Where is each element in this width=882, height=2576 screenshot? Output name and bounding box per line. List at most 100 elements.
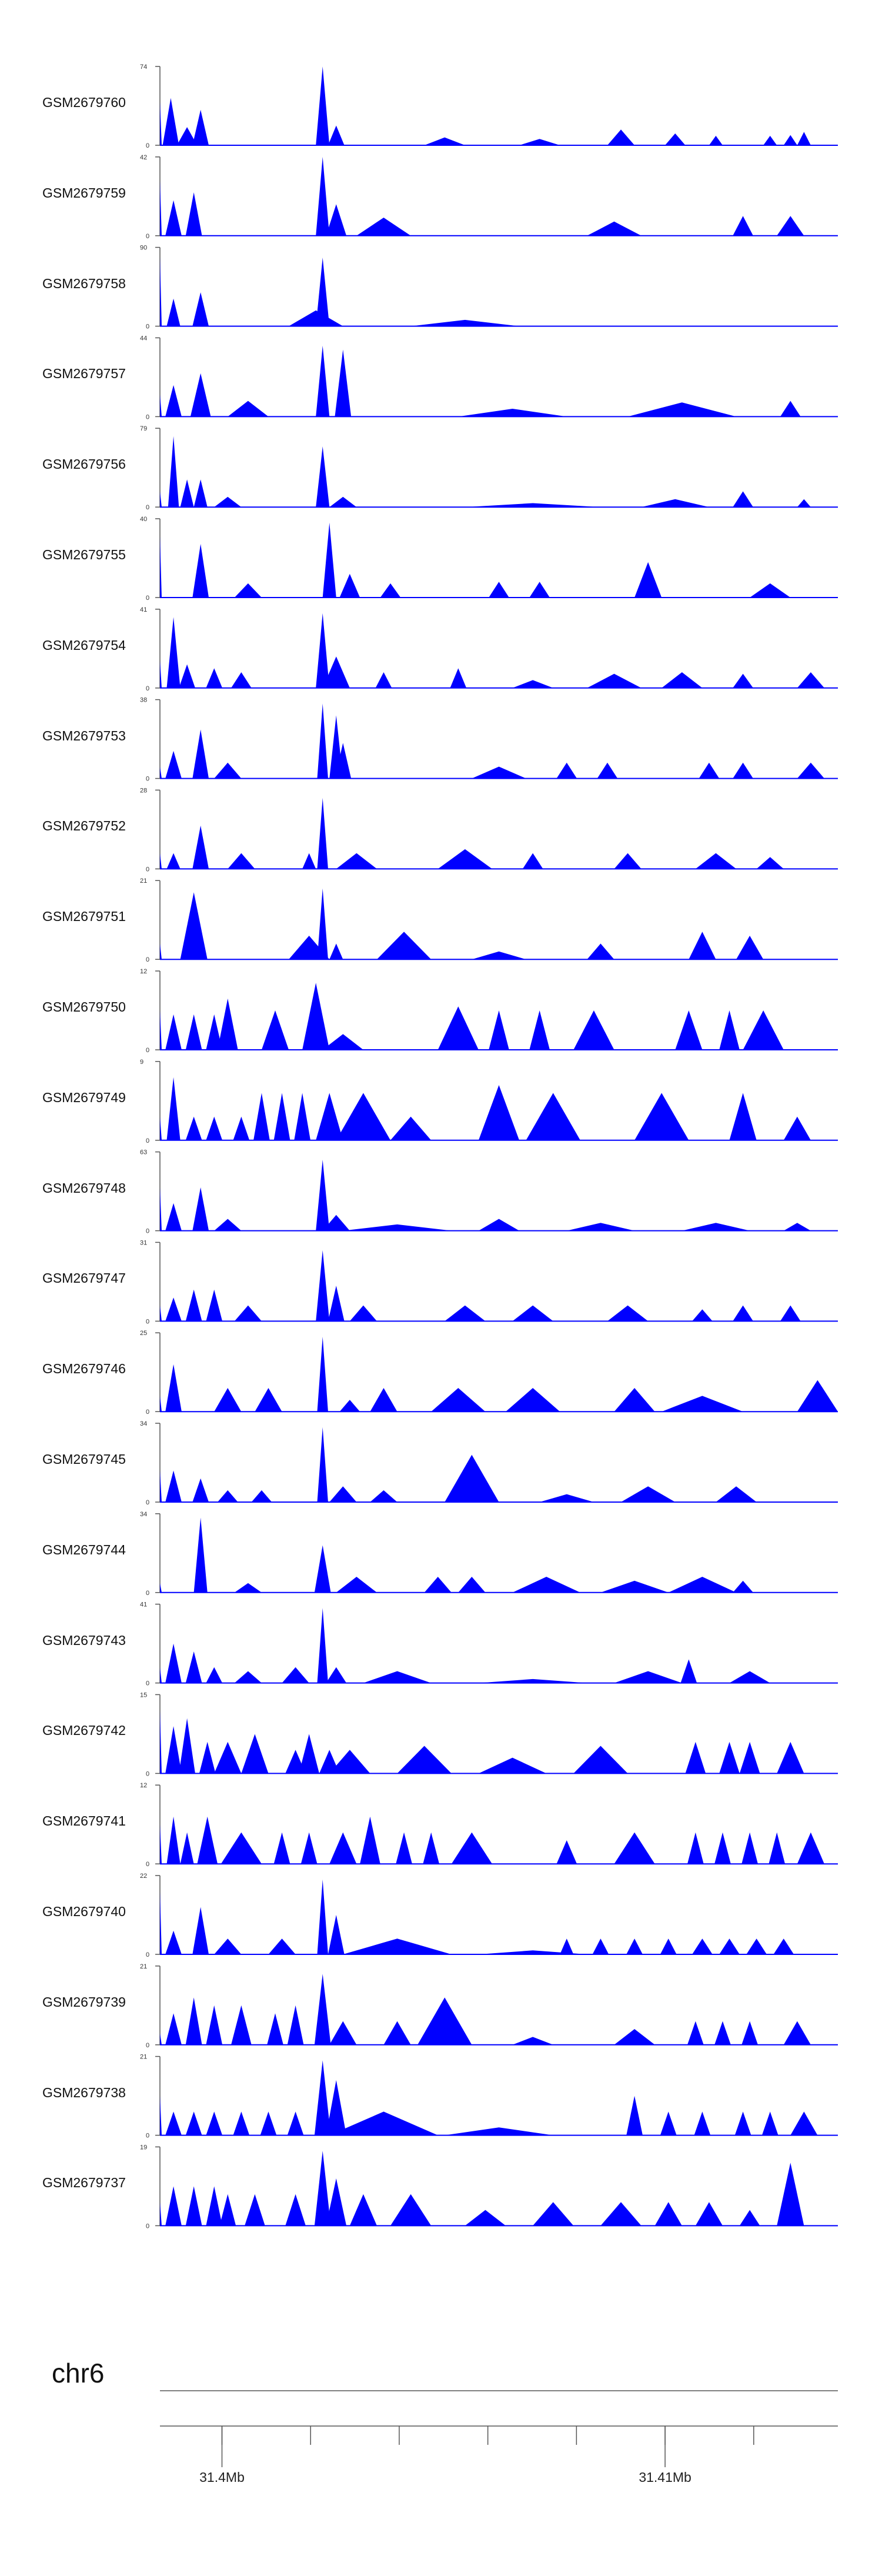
- coverage-peak: [687, 2021, 704, 2045]
- coverage-peak: [231, 672, 252, 688]
- coverage-peak: [192, 729, 209, 779]
- coverage-peak: [193, 479, 208, 508]
- coverage-peak: [316, 1250, 330, 1322]
- coverage-peak: [185, 1014, 202, 1050]
- coverage-peak: [445, 1305, 486, 1322]
- coverage-peak: [592, 1938, 609, 1954]
- track-plot: 15 0: [140, 1691, 838, 1777]
- coverage-peak: [165, 1297, 182, 1322]
- y-min-label: 0: [146, 866, 149, 873]
- coverage-peak: [317, 798, 328, 869]
- track-plot: 34 0: [140, 1511, 838, 1597]
- coverage-peak: [214, 1741, 242, 1774]
- coverage-peak: [185, 1651, 202, 1683]
- coverage-peak: [465, 503, 601, 508]
- coverage-peak: [160, 1305, 162, 1322]
- coverage-peak: [261, 1010, 289, 1050]
- coverage-peak: [316, 1093, 343, 1140]
- coverage-peak: [692, 1309, 713, 1322]
- coverage-peak: [597, 762, 618, 779]
- track-plot: 79 0: [140, 425, 838, 511]
- coverage-peak: [692, 1938, 713, 1954]
- coverage-peak: [376, 932, 432, 960]
- coverage-peak: [526, 1093, 580, 1140]
- coverage-peak: [607, 129, 635, 145]
- coverage-peak: [160, 1710, 162, 1774]
- coverage-peak: [437, 849, 492, 869]
- coverage-peak: [343, 1224, 452, 1231]
- track-plot: 63 0: [140, 1149, 838, 1235]
- coverage-peak: [375, 672, 392, 688]
- coverage-peak: [437, 1006, 479, 1050]
- coverage-peak: [675, 1010, 703, 1050]
- track-label: GSM2679760: [42, 95, 126, 110]
- axis-tick-label: 31.41Mb: [639, 2470, 691, 2485]
- coverage-peak: [234, 1305, 262, 1322]
- coverage-peak: [179, 1718, 195, 1774]
- track-plot: 31 0: [140, 1239, 838, 1325]
- coverage-peak: [199, 1741, 216, 1774]
- coverage-peak: [370, 1388, 397, 1412]
- coverage-peak: [529, 582, 550, 598]
- coverage-peak: [763, 135, 777, 145]
- coverage-peak: [685, 1741, 706, 1774]
- coverage-peak: [214, 1938, 242, 1954]
- coverage-peak: [729, 1093, 757, 1140]
- coverage-peak: [160, 943, 162, 960]
- coverage-peak: [282, 1667, 309, 1683]
- y-max-label: 28: [140, 787, 147, 794]
- coverage-peak: [614, 1832, 655, 1864]
- coverage-peak: [185, 2111, 202, 2135]
- y-min-label: 0: [146, 1137, 149, 1144]
- coverage-peak: [160, 181, 162, 236]
- coverage-peak: [627, 402, 737, 417]
- coverage-peak: [160, 102, 162, 145]
- coverage-peak: [166, 1816, 181, 1864]
- y-min-label: 0: [146, 1680, 149, 1687]
- coverage-peak: [390, 2194, 432, 2226]
- coverage-peak: [709, 135, 723, 145]
- coverage-peak: [300, 1832, 318, 1864]
- coverage-peak: [349, 2194, 377, 2226]
- coverage-peak: [522, 853, 543, 869]
- coverage-peak: [472, 951, 526, 960]
- y-min-label: 0: [146, 1590, 149, 1597]
- coverage-peak: [326, 204, 347, 236]
- track-label: GSM2679755: [42, 547, 126, 562]
- track-plot: 42 0: [140, 154, 838, 240]
- coverage-peak: [260, 2111, 277, 2135]
- coverage-peak: [241, 1734, 269, 1774]
- coverage-peak: [777, 216, 804, 236]
- chromosome-label: chr6: [52, 2358, 105, 2388]
- coverage-peak: [478, 1219, 520, 1231]
- coverage-peak: [326, 1667, 347, 1683]
- coverage-peak: [335, 349, 352, 417]
- coverage-peak: [192, 109, 209, 145]
- coverage-peak: [329, 2111, 438, 2135]
- coverage-peak: [417, 1997, 472, 2045]
- y-min-label: 0: [146, 504, 149, 511]
- track-plot: 40 0: [140, 516, 838, 602]
- coverage-peak: [797, 672, 824, 688]
- coverage-peak: [733, 491, 753, 508]
- coverage-peak: [289, 310, 343, 326]
- coverage-peak: [746, 1938, 767, 1954]
- coverage-peak: [689, 932, 716, 960]
- y-min-label: 0: [146, 1770, 149, 1777]
- y-min-label: 0: [146, 323, 149, 331]
- y-min-label: 0: [146, 1228, 149, 1235]
- coverage-peak: [192, 1478, 209, 1502]
- track-label: GSM2679750: [42, 999, 126, 1015]
- track-plot: 21 0: [140, 877, 838, 963]
- coverage-peak: [233, 1116, 250, 1140]
- coverage-peak: [314, 2060, 331, 2135]
- track-plot: 41 0: [140, 1601, 838, 1687]
- coverage-peak: [165, 1470, 182, 1502]
- coverage-peak: [176, 127, 198, 145]
- coverage-peak: [206, 668, 223, 688]
- coverage-peak: [322, 1214, 350, 1231]
- coverage-peak: [316, 1160, 330, 1231]
- coverage-peak: [316, 446, 330, 508]
- coverage-peak: [190, 373, 211, 417]
- coverage-peak: [160, 1891, 162, 1954]
